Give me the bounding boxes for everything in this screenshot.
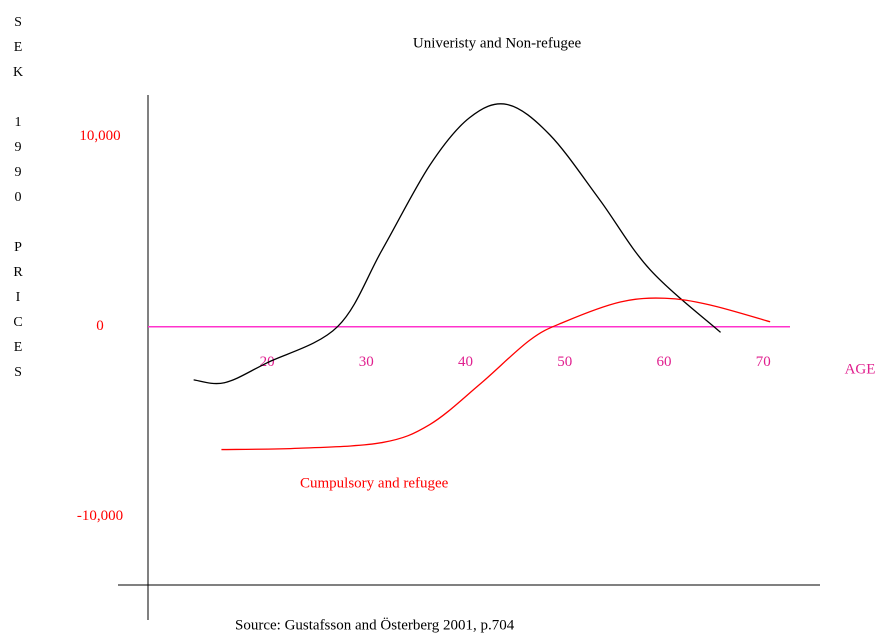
series-line: [221, 297, 771, 451]
y-tick-label: 10,000: [79, 128, 120, 144]
series-label: Univeristy and Non-refugee: [413, 35, 582, 51]
x-axis-label: AGE: [845, 361, 876, 377]
x-tick-label: 40: [458, 354, 473, 370]
y-tick-label: -10,000: [77, 508, 123, 524]
series-line: [193, 103, 721, 385]
y-tick-label: 0: [96, 318, 104, 334]
x-tick-label: 50: [557, 354, 572, 370]
series-label: Cumpulsory and refugee: [300, 475, 449, 491]
x-tick-label: 30: [359, 354, 374, 370]
x-tick-label: 60: [656, 354, 671, 370]
y-axis-label: SEK 1990 PRICES: [11, 15, 26, 390]
source: Source: Gustafsson and Österberg 2001, p…: [235, 616, 515, 633]
x-tick-label: 70: [756, 354, 771, 370]
